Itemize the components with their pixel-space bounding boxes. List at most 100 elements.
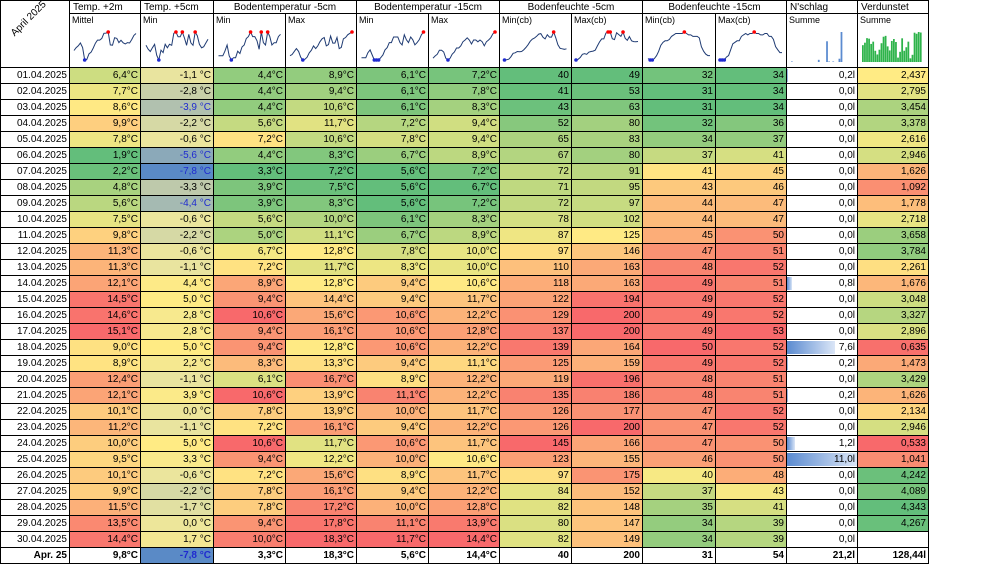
cell-rain: 1,2l: [786, 435, 858, 452]
spark-bar: [872, 41, 875, 62]
table-row: 01.04.2025 6,4°C -1,1 °C 4,4°C 8,9°C 6,1°C 7,2…: [0, 67, 929, 84]
cell-t5: -0,6 °C: [140, 131, 214, 148]
cell-b15min: 5,6°C: [356, 195, 429, 212]
cell-b15min: 8,3°C: [356, 259, 429, 276]
spark-bar: [888, 50, 891, 62]
cell-evap: 1,676: [857, 275, 929, 292]
sparkline-cell-rain: [786, 26, 858, 68]
table-row: 12.04.2025 11,3°C -0,6 °C 6,7°C 12,8°C 7,8°C 1…: [0, 243, 929, 260]
summary-evap: 128,44l: [857, 547, 929, 564]
rain-value: 0,0l: [838, 150, 855, 161]
cell-f15max: 51: [715, 275, 787, 292]
cell-t5: -1,1 °C: [140, 67, 214, 84]
cell-f15max: 36: [715, 115, 787, 132]
cell-b5min: 5,6°C: [213, 211, 286, 228]
cell-f15max: 41: [715, 147, 787, 164]
cell-f15max: 46: [715, 179, 787, 196]
sparkline-b15min: [361, 30, 426, 62]
cell-t2m: 6,4°C: [69, 67, 141, 84]
cell-f15min: 49: [642, 291, 716, 308]
cell-t5: -2,2 °C: [140, 227, 214, 244]
sparkline-cell-b15min: [356, 26, 429, 68]
sparkline-b15max: [432, 30, 497, 62]
cell-t2m: 10,0°C: [69, 435, 141, 452]
cell-t2m: 12,4°C: [69, 371, 141, 388]
row-date: 25.04.2025: [0, 451, 70, 468]
summary-f15min: 31: [642, 547, 716, 564]
spark-bar: [903, 50, 906, 62]
cell-b15max: 11,7°C: [428, 403, 500, 420]
row-date: 07.04.2025: [0, 163, 70, 180]
table-row: 23.04.2025 11,2°C -1,1 °C 7,2°C 16,1°C 9,4°C 1…: [0, 419, 929, 436]
subheader-f5-max: Max(cb): [571, 13, 643, 26]
cell-b15min: 9,4°C: [356, 291, 429, 308]
rain-value: 0,0l: [838, 86, 855, 97]
spark-min-dot: [376, 58, 381, 62]
subheader-b15-min: Min: [356, 13, 429, 26]
sparkline-row: [1, 26, 929, 68]
sparkline-cell-f5max: [571, 26, 643, 68]
cell-b15max: 10,0°C: [428, 243, 500, 260]
cell-b5min: 7,2°C: [213, 131, 286, 148]
cell-f5max: 200: [571, 323, 643, 340]
cell-b5max: 11,7°C: [285, 435, 357, 452]
cell-f5max: 83: [571, 131, 643, 148]
rain-value: 0,8l: [838, 278, 855, 289]
sparkline-cell-b5min: [213, 26, 286, 68]
cell-t5: -1,1 °C: [140, 371, 214, 388]
spark-max-dot: [350, 30, 354, 34]
cell-b5min: 9,4°C: [213, 323, 286, 340]
cell-b5min: 9,4°C: [213, 339, 286, 356]
table-row: 18.04.2025 9,0°C 5,0 °C 9,4°C 12,8°C 10,6°C 12…: [0, 339, 929, 356]
spark-min-dot: [650, 58, 655, 62]
row-date: 05.04.2025: [0, 131, 70, 148]
rain-value: 0,2l: [838, 358, 855, 369]
subheader-f15-min: Min(cb): [642, 13, 716, 26]
cell-f5max: 163: [571, 275, 643, 292]
cell-f15max: 50: [715, 227, 787, 244]
sparkline-f15min: [647, 30, 710, 62]
row-date: 24.04.2025: [0, 435, 70, 452]
cell-rain: 7,6l: [786, 339, 858, 356]
cell-t5: -0,6 °C: [140, 211, 214, 228]
cell-f5min: 145: [499, 435, 572, 452]
cell-t2m: 11,3°C: [69, 243, 141, 260]
cell-t5: -7,8 °C: [140, 163, 214, 180]
summary-f15max: 54: [715, 547, 787, 564]
spark-line: [432, 31, 496, 61]
table-row: 20.04.2025 12,4°C -1,1 °C 6,1°C 16,7°C 8,9°C 1…: [0, 371, 929, 388]
cell-f5max: 53: [571, 83, 643, 100]
cell-b15min: 11,1°C: [356, 387, 429, 404]
cell-rain: 0,2l: [786, 355, 858, 372]
table-row: 16.04.2025 14,6°C 2,8 °C 10,6°C 15,6°C 10,6°C…: [0, 307, 929, 324]
sparkline-cell-b5max: [285, 26, 357, 68]
cell-f5max: 177: [571, 403, 643, 420]
cell-b15min: 9,4°C: [356, 275, 429, 292]
summary-label: Apr. 25: [0, 547, 70, 564]
rain-value: 0,0l: [838, 518, 855, 529]
cell-t5: -3,9 °C: [140, 99, 214, 116]
cell-t5: -0,6 °C: [140, 467, 214, 484]
cell-b15max: 12,2°C: [428, 387, 500, 404]
cell-b5max: 7,2°C: [285, 163, 357, 180]
rain-value: 0,0l: [838, 534, 855, 545]
summary-f5min: 40: [499, 547, 572, 564]
spark-bar: [876, 54, 879, 62]
spark-min-dot: [301, 58, 305, 62]
cell-b15min: 5,6°C: [356, 163, 429, 180]
cell-b15max: 11,7°C: [428, 291, 500, 308]
spark-bar: [868, 38, 870, 62]
rain-bar: [787, 277, 793, 290]
table-row: 19.04.2025 8,9°C 2,2 °C 8,3°C 13,3°C 9,4°C 11,…: [0, 355, 929, 372]
cell-t2m: 11,5°C: [69, 499, 141, 516]
cell-b5max: 7,5°C: [285, 179, 357, 196]
rain-bar: [787, 357, 789, 370]
cell-f5min: 119: [499, 371, 572, 388]
daily-rows: 01.04.2025 6,4°C -1,1 °C 4,4°C 8,9°C 6,1°C 7,2…: [0, 67, 929, 548]
cell-f5max: 164: [571, 339, 643, 356]
row-date: 19.04.2025: [0, 355, 70, 372]
cell-evap: 2,134: [857, 403, 929, 420]
cell-f15min: 44: [642, 211, 716, 228]
cell-b15max: 8,9°C: [428, 147, 500, 164]
subheader-b5-min: Min: [213, 13, 286, 26]
